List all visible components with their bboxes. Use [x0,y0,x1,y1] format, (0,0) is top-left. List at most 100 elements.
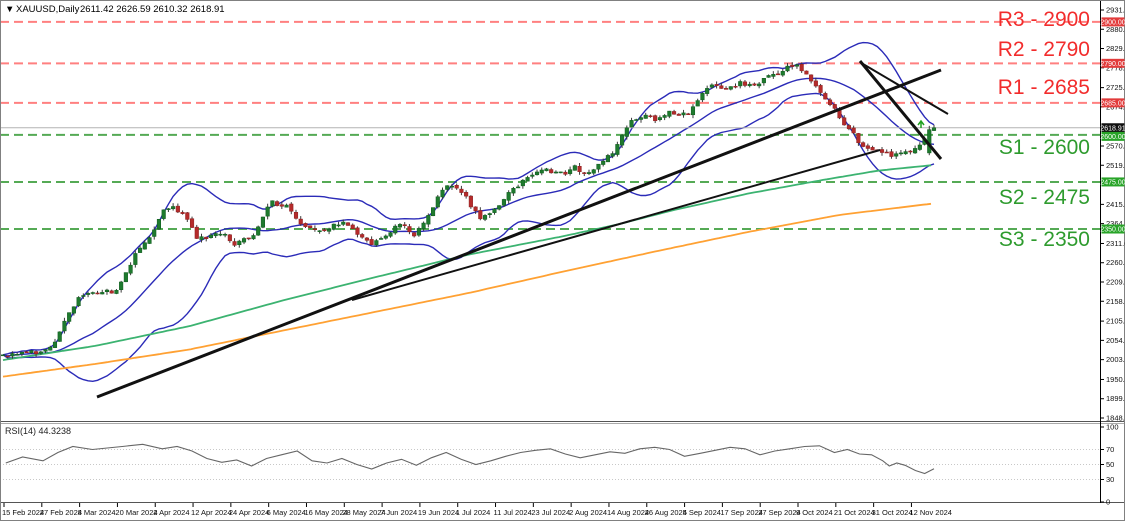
candle-bearish [790,64,795,67]
trend-line-4[interactable] [862,63,949,115]
candle-bullish [662,115,667,118]
axis-box-r1-label: 2685.00 [1100,100,1125,107]
candle-bullish [601,160,606,165]
candle-bullish [780,71,785,76]
candle-bearish [279,204,284,207]
candle-bullish [757,83,762,87]
candle-bearish [5,355,10,358]
rsi-tick-label: 100 [1106,423,1119,432]
candle-bullish [256,226,261,236]
price-tick-label: 2570.45 [1106,141,1125,150]
candle-bullish [138,247,143,253]
bollinger-middle-band [2,77,935,357]
date-tick-label: 12 Nov 2024 [909,508,952,517]
candle-bullish [596,163,601,170]
date-tick-label: 7 Jun 2024 [380,508,417,517]
candle-bullish [591,169,596,174]
candle-bearish [861,142,866,147]
candle-bearish [473,206,478,212]
axis-box-s3 [1101,224,1125,234]
price-axis[interactable]: 2931.602880.452829.302778.152725.452674.… [1100,6,1125,507]
candle-bearish [322,229,327,232]
resistance-label-r2: R2 - 2790 [998,38,1090,61]
candle-bullish [38,351,43,354]
candle-bearish [175,205,180,213]
candle-bullish [67,312,72,322]
candle-bearish [360,234,365,238]
candle-bearish [653,115,658,122]
candle-bearish [563,171,568,175]
candle-bullish [128,264,133,274]
candle-bearish [350,224,355,230]
candle-bearish [804,70,809,75]
candle-bullish [487,213,492,215]
candle-bullish [520,179,525,187]
candle-bullish [62,320,67,332]
candle-bearish [194,226,199,239]
symbol-dropdown-icon[interactable]: ▼ [5,4,14,15]
candle-bullish [133,253,138,265]
candle-bullish [497,205,502,210]
candle-bullish [251,235,256,240]
candle-bullish [171,206,176,210]
candle-bearish [870,147,875,151]
candle-bullish [615,144,620,155]
candle-bearish [676,113,681,116]
candle-bullish [667,110,672,117]
candle-bullish [114,290,119,294]
candle-bullish [435,196,440,208]
candle-bullish [416,228,421,236]
candle-bullish [931,127,937,131]
candle-bearish [818,85,823,93]
candle-bullish [728,86,733,90]
candle-bullish [700,93,705,101]
candle-bullish [161,209,166,219]
candle-bullish [142,242,147,250]
rsi-pane-canvas[interactable] [0,424,1100,503]
candle-bullish [511,188,516,194]
candle-bullish [525,177,530,182]
candle-bearish [189,218,195,228]
trend-line-3[interactable] [858,60,943,160]
candle-bullish [15,354,20,356]
candle-bullish [534,171,540,176]
date-tick-label: 27 Sep 2024 [758,508,801,517]
date-tick-label: 15 Feb 2024 [2,508,44,517]
price-tick-label: 2158.15 [1106,297,1125,306]
candle-bearish [246,237,251,240]
candle-bullish [657,117,662,121]
candle-bullish [558,171,563,174]
candle-bullish [586,172,592,174]
price-tick-label: 2364.30 [1106,219,1125,228]
candle-bullish [643,114,648,119]
candle-bullish [681,112,686,116]
axis-box-current-price [1101,123,1125,133]
trend-line-1[interactable] [96,68,942,399]
candle-bearish [832,104,837,109]
candle-bullish [19,351,24,355]
candle-bearish [369,239,374,245]
candle-bullish [553,171,558,174]
date-tick-label: 8 Mar 2024 [78,508,116,517]
candle-bullish [104,289,110,292]
candle-bullish [265,206,270,217]
candle-bearish [232,241,237,246]
trend-line-2[interactable] [351,149,881,301]
candle-bearish [714,84,719,86]
candle-bullish [81,295,86,297]
candle-bullish [431,207,436,217]
date-tick-label: 20 Mar 2024 [115,508,157,517]
date-tick-label: 6 May 2024 [267,508,306,517]
candle-bullish [199,236,204,240]
candle-bearish [823,93,828,100]
candle-bearish [34,351,39,355]
candle-bullish [223,233,228,236]
candle-bearish [733,85,738,88]
candle-bullish [341,221,346,225]
candle-bearish [402,224,407,226]
candle-bearish [752,83,757,86]
candle-bearish [412,232,417,237]
candle-bullish [86,293,91,295]
candle-bullish [482,215,488,220]
